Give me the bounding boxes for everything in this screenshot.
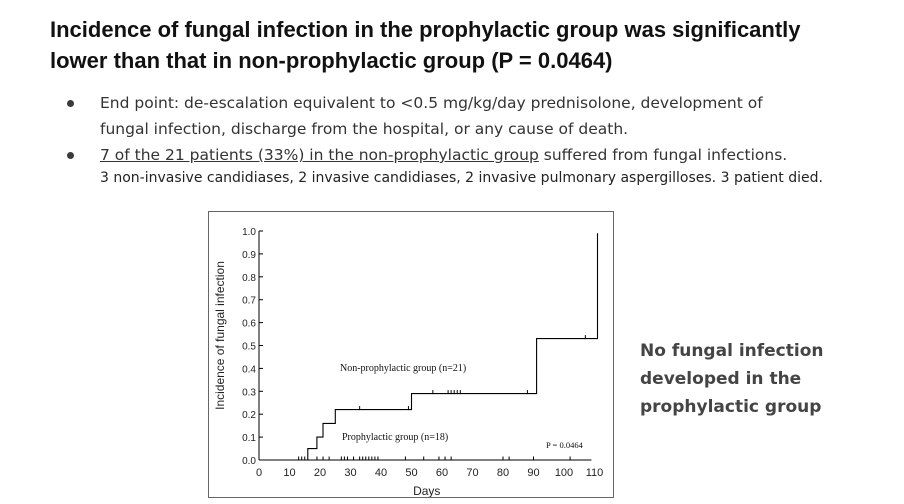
bullet-infections-rest: suffered from fungal infections. [538,146,788,164]
y-tick-label: 0.9 [242,250,256,261]
x-tick-label: 30 [344,467,356,479]
side-note-line-3: prophylactic group [640,397,822,417]
km-chart-frame: 0.0 0.1 0.2 0.3 0.4 0.5 0.6 0.7 0.8 0.9 1.0 Inciden… [208,211,614,498]
x-tick-label: 110 [586,467,604,479]
series-label-non-prophylactic: Non-prophylactic group (n=21) [340,363,466,374]
p-value-annotation: P = 0.0464 [546,440,584,450]
y-tick-label: 0.2 [242,410,256,421]
bullet-dot-icon [67,100,74,107]
y-tick-label: 0.5 [242,342,256,353]
y-tick-label: 0.8 [242,273,256,284]
y-tick-label: 0.3 [242,387,256,398]
bullet-endpoint-line-1: End point: de-escalation equivalent to <… [100,94,763,112]
x-axis-label: Days [413,484,440,497]
x-tick-label: 80 [497,467,509,479]
x-tick-label: 0 [256,467,262,479]
bullet-infections-detail: 3 non-invasive candidiases, 2 invasive c… [100,170,823,186]
slide-title-line-2: lower than that in non-prophylactic grou… [50,48,613,73]
x-tick-label: 70 [466,467,478,479]
y-tick-label: 0.6 [242,319,256,330]
side-note-line-1: No fungal infection [640,341,824,361]
x-tick-label: 50 [405,467,417,479]
bullet-infections: 7 of the 21 patients (33%) in the non-pr… [64,142,884,168]
y-tick-label: 0.1 [242,433,256,444]
x-tick-label: 60 [436,467,448,479]
y-tick-label: 0.4 [242,364,256,375]
bullet-endpoint-line-2: fungal infection, discharge from the hos… [100,120,629,138]
slide-title-line-1: Incidence of fungal infection in the pro… [50,17,801,42]
x-tick-label: 40 [375,467,387,479]
y-tick-label: 1.0 [242,227,256,238]
side-note-line-2: developed in the [640,369,802,389]
km-chart: 0.0 0.1 0.2 0.3 0.4 0.5 0.6 0.7 0.8 0.9 1.0 Inciden… [213,227,604,497]
bullet-endpoint: End point: de-escalation equivalent to <… [64,90,884,142]
y-tick-label: 0.0 [242,456,256,467]
series-line-non-prophylactic [259,233,599,461]
y-tick-label: 0.7 [242,296,256,307]
side-note: No fungal infection developed in the pro… [640,337,890,421]
x-tick-label: 20 [314,467,326,479]
y-axis-label: Incidence of fungal infection [213,261,227,410]
x-tick-label: 100 [555,467,573,479]
bullet-dot-icon [67,152,74,159]
x-tick-label: 10 [283,467,295,479]
series-label-prophylactic: Prophylactic group (n=18) [342,432,448,443]
bullet-infections-underlined: 7 of the 21 patients (33%) in the non-pr… [100,146,539,164]
slide-title: Incidence of fungal infection in the pro… [50,14,880,76]
bullet-list: End point: de-escalation equivalent to <… [64,90,884,188]
x-tick-label: 90 [527,467,539,479]
